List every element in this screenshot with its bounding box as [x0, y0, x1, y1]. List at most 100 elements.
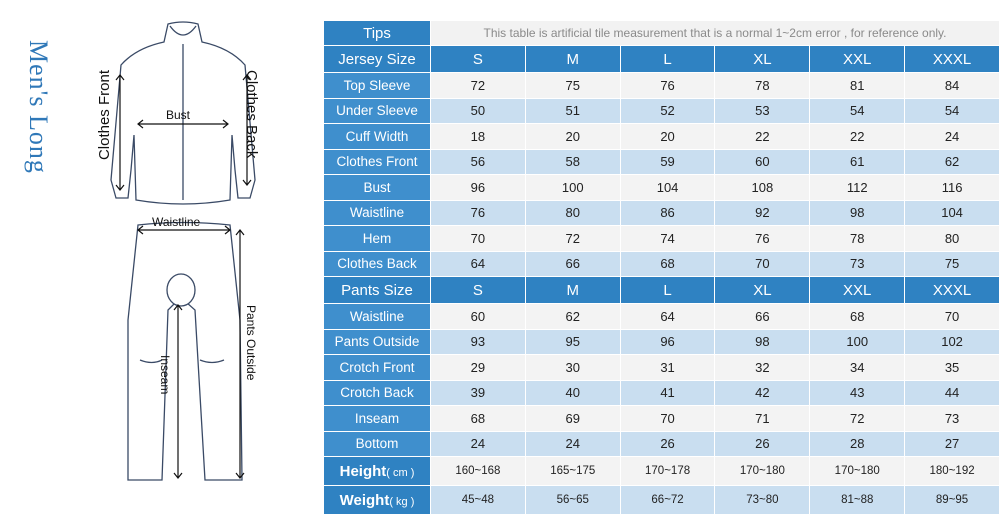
table-cell: 56~65 [524, 485, 621, 515]
waistline-label: Waistline [152, 215, 201, 229]
table-cell: 81~88 [809, 485, 906, 515]
table-cell: 93 [430, 328, 526, 355]
garment-outline [110, 21, 256, 481]
size-column-header: XXXL [904, 45, 1000, 73]
table-cell: 39 [430, 379, 526, 406]
measurement-diagram: Clothes Front Clothes Back Bust Waistlin… [90, 20, 280, 500]
table-cell: 71 [714, 405, 811, 432]
row-label: Inseam [323, 405, 431, 432]
table-cell: 76 [714, 225, 811, 252]
size-column-header: XXL [809, 45, 906, 73]
table-cell: 100 [524, 174, 621, 201]
table-cell: 61 [809, 148, 906, 175]
table-cell: 26 [619, 430, 716, 457]
table-cell: 108 [714, 174, 811, 201]
table-row: Top Sleeve 72 75 76 78 81 84 [323, 72, 1000, 99]
footer-label-text: Weight [339, 491, 390, 509]
jersey-size-header-row: Jersey Size S M L XL XXL XXXL [323, 45, 1000, 73]
table-cell: 89~95 [904, 485, 1000, 515]
table-cell: 180~192 [904, 456, 1000, 486]
table-cell: 102 [904, 328, 1000, 355]
table-cell: 18 [430, 123, 526, 150]
pants-size-header: Pants Size [323, 276, 431, 304]
footer-unit: ( kg ) [389, 495, 415, 508]
table-cell: 27 [904, 430, 1000, 457]
footer-row: Weight( kg ) 45~48 56~65 66~72 73~80 81~88 89~… [323, 485, 1000, 515]
table-cell: 96 [430, 174, 526, 201]
table-cell: 100 [809, 328, 906, 355]
table-cell: 31 [619, 354, 716, 381]
row-label: Cuff Width [323, 123, 431, 150]
row-label: Hem [323, 225, 431, 252]
side-title: Men's Long [24, 40, 53, 174]
size-column-header: XXL [809, 276, 906, 304]
table-cell: 75 [524, 72, 621, 99]
table-cell: 24 [904, 123, 1000, 150]
table-cell: 170~180 [714, 456, 811, 486]
row-label: Bottom [323, 430, 431, 457]
table-cell: 78 [714, 72, 811, 99]
size-column-header: M [524, 276, 621, 304]
table-cell: 80 [904, 225, 1000, 252]
table-cell: 70 [430, 225, 526, 252]
table-row: Inseam 68 69 70 71 72 73 [323, 405, 1000, 432]
table-cell: 28 [809, 430, 906, 457]
table-cell: 66 [714, 303, 811, 330]
table-cell: 54 [904, 97, 1000, 124]
table-cell: 64 [619, 303, 716, 330]
table-row: Hem 70 72 74 76 78 80 [323, 225, 1000, 252]
table-cell: 112 [809, 174, 906, 201]
table-cell: 69 [524, 405, 621, 432]
table-cell: 70 [619, 405, 716, 432]
table-cell: 44 [904, 379, 1000, 406]
table-cell: 41 [619, 379, 716, 406]
tips-text: This table is artificial tile measuremen… [430, 20, 1000, 46]
table-cell: 66 [524, 250, 621, 277]
table-cell: 20 [619, 123, 716, 150]
table-cell: 104 [904, 199, 1000, 226]
clothes-front-label: Clothes Front [96, 70, 113, 161]
footer-label: Height( cm ) [323, 456, 431, 486]
table-cell: 95 [524, 328, 621, 355]
table-row: Clothes Back 64 66 68 70 73 75 [323, 250, 1000, 277]
table-cell: 72 [430, 72, 526, 99]
table-cell: 50 [430, 97, 526, 124]
footer-label: Weight( kg ) [323, 485, 431, 515]
table-cell: 72 [809, 405, 906, 432]
table-cell: 165~175 [524, 456, 621, 486]
table-cell: 70 [714, 250, 811, 277]
table-cell: 34 [809, 354, 906, 381]
pants-outline [127, 221, 243, 481]
table-cell: 76 [619, 72, 716, 99]
bust-label: Bust [166, 108, 191, 122]
tips-label: Tips [323, 20, 431, 46]
table-cell: 60 [430, 303, 526, 330]
row-label: Crotch Front [323, 354, 431, 381]
table-cell: 86 [619, 199, 716, 226]
size-column-header: XXXL [904, 276, 1000, 304]
table-row: Pants Outside 93 95 96 98 100 102 [323, 328, 1000, 355]
table-cell: 22 [809, 123, 906, 150]
table-row: Under Sleeve 50 51 52 53 54 54 [323, 97, 1000, 124]
pants-outside-label: Pants Outside [244, 305, 258, 381]
table-cell: 35 [904, 354, 1000, 381]
table-cell: 40 [524, 379, 621, 406]
table-cell: 98 [809, 199, 906, 226]
tips-row: Tips This table is artificial tile measu… [323, 20, 1000, 46]
size-table: Tips This table is artificial tile measu… [323, 20, 1000, 515]
table-cell: 26 [714, 430, 811, 457]
table-cell: 116 [904, 174, 1000, 201]
table-cell: 73 [904, 405, 1000, 432]
table-cell: 29 [430, 354, 526, 381]
table-cell: 58 [524, 148, 621, 175]
table-cell: 81 [809, 72, 906, 99]
table-cell: 73~80 [714, 485, 811, 515]
table-cell: 62 [524, 303, 621, 330]
size-column-header: S [430, 45, 526, 73]
table-cell: 66~72 [619, 485, 716, 515]
size-table-body: Tips This table is artificial tile measu… [323, 20, 1000, 515]
table-cell: 96 [619, 328, 716, 355]
table-row: Waistline 76 80 86 92 98 104 [323, 199, 1000, 226]
row-label: Under Sleeve [323, 97, 431, 124]
table-row: Bottom 24 24 26 26 28 27 [323, 430, 1000, 457]
